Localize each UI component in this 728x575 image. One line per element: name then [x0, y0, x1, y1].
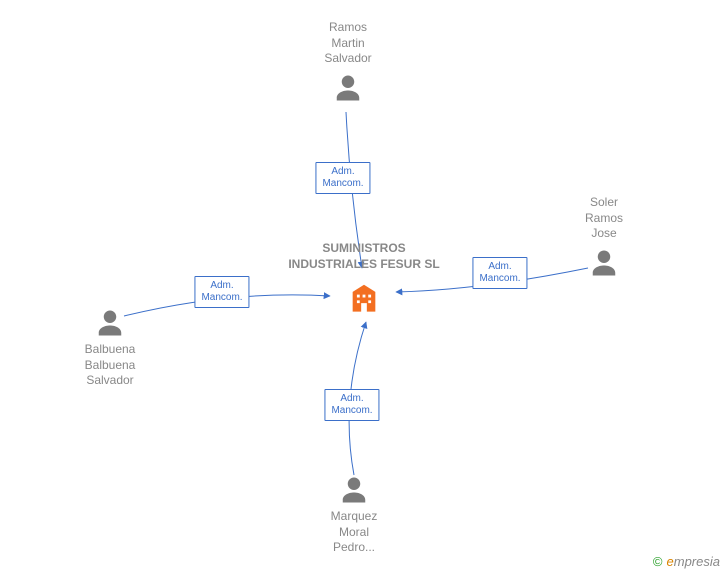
- person-node-right: Soler Ramos Jose: [572, 195, 636, 278]
- company-label-text: SUMINISTROS INDUSTRIALES FESUR SL: [288, 241, 439, 271]
- brand-rest: mpresia: [674, 554, 720, 569]
- person-label: Marquez Moral Pedro...: [322, 509, 386, 556]
- person-label: Balbuena Balbuena Salvador: [78, 342, 142, 389]
- brand-initial: e: [667, 554, 674, 569]
- person-icon: [339, 475, 369, 505]
- person-icon: [589, 248, 619, 278]
- person-node-bottom: Marquez Moral Pedro...: [322, 475, 386, 556]
- edge-label-left: Adm. Mancom.: [194, 276, 249, 308]
- company-label: SUMINISTROS INDUSTRIALES FESUR SL: [284, 241, 444, 272]
- edge-label-top: Adm. Mancom.: [315, 162, 370, 194]
- person-icon: [333, 73, 363, 103]
- diagram-stage: SUMINISTROS INDUSTRIALES FESUR SL Ramos …: [0, 0, 728, 575]
- person-icon: [95, 308, 125, 338]
- person-label: Soler Ramos Jose: [572, 195, 636, 242]
- edge-label-right: Adm. Mancom.: [472, 257, 527, 289]
- company-icon: [347, 281, 381, 320]
- person-label: Ramos Martin Salvador: [316, 20, 380, 67]
- person-node-top: Ramos Martin Salvador: [316, 20, 380, 103]
- person-node-left: Balbuena Balbuena Salvador: [78, 308, 142, 389]
- watermark: © empresia: [653, 554, 720, 569]
- copyright-symbol: ©: [653, 554, 663, 569]
- edge-label-bottom: Adm. Mancom.: [324, 389, 379, 421]
